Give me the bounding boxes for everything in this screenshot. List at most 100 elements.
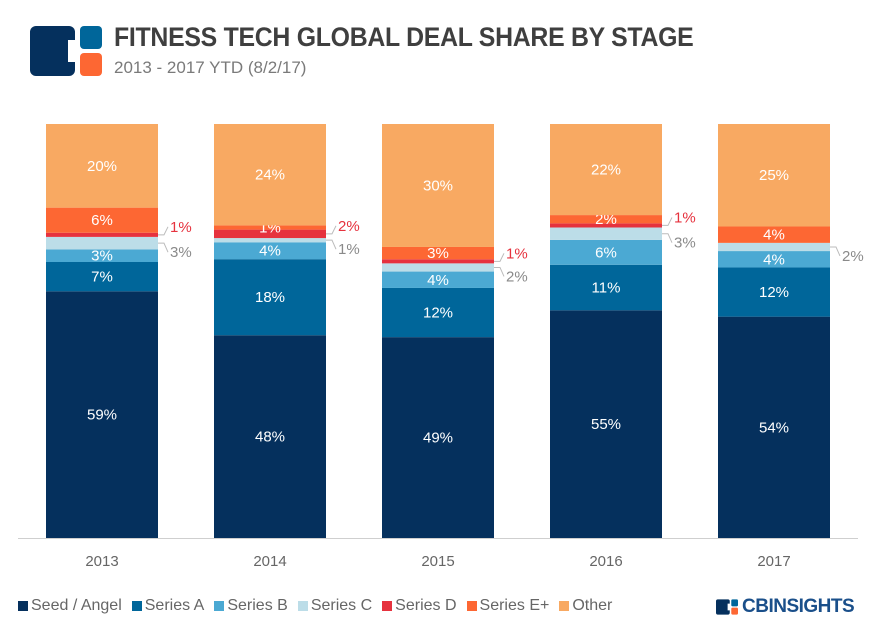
brand-logo-icon bbox=[716, 599, 738, 615]
data-label: 59% bbox=[87, 407, 117, 424]
data-label: 24% bbox=[255, 167, 285, 184]
data-label: 3% bbox=[674, 235, 696, 252]
data-label: 12% bbox=[759, 284, 789, 301]
leader-line bbox=[494, 266, 505, 277]
data-label: 30% bbox=[423, 177, 453, 194]
cb-insights-logo bbox=[30, 26, 102, 76]
data-label: 4% bbox=[763, 227, 785, 244]
data-label: 4% bbox=[259, 243, 281, 260]
legend-swatch bbox=[297, 601, 308, 611]
bar-segment-2015-other bbox=[382, 124, 494, 247]
data-label: 1% bbox=[674, 209, 696, 226]
legend-item: Seed / Angel bbox=[18, 597, 122, 615]
x-tick-label: 2016 bbox=[589, 553, 622, 570]
leader-line bbox=[662, 217, 673, 226]
legend-swatch bbox=[466, 601, 477, 611]
bar-segment-2014-series-c bbox=[214, 238, 326, 243]
bar-segment-2016-seed-angel bbox=[550, 310, 662, 538]
chart-title: FITNESS TECH GLOBAL DEAL SHARE BY STAGE bbox=[114, 22, 694, 52]
legend-item: Series C bbox=[297, 597, 373, 615]
data-label: 6% bbox=[595, 244, 617, 261]
bar-segment-2017-series-c bbox=[718, 242, 830, 252]
legend-swatch bbox=[382, 601, 393, 611]
data-label: 3% bbox=[170, 244, 192, 261]
leader-line bbox=[326, 225, 337, 235]
bar-segment-2016-series-c bbox=[550, 227, 662, 240]
legend-item: Series A bbox=[131, 597, 205, 615]
legend-item: Series D bbox=[382, 597, 457, 615]
bar-segment-2014-series-b bbox=[214, 242, 326, 260]
leader-line bbox=[662, 233, 673, 243]
bar-segment-2017-series-a bbox=[718, 267, 830, 317]
leader-line bbox=[326, 239, 337, 250]
bar-segment-2013-series-e- bbox=[46, 207, 158, 233]
data-label: 25% bbox=[759, 167, 789, 184]
legend-swatch bbox=[559, 601, 570, 611]
data-label: 11% bbox=[592, 280, 621, 297]
legend-label: Other bbox=[572, 597, 613, 614]
legend-swatch bbox=[214, 601, 225, 611]
bar-segment-2015-series-a bbox=[382, 287, 494, 338]
data-label: 22% bbox=[591, 162, 621, 179]
data-label: 48% bbox=[255, 429, 285, 446]
bar-segment-2016-series-a bbox=[550, 264, 662, 311]
data-label: 1% bbox=[338, 241, 360, 258]
legend-label: Series D bbox=[395, 597, 457, 614]
leader-line bbox=[494, 253, 505, 262]
data-label: 1% bbox=[506, 245, 528, 262]
legend-item: Series B bbox=[214, 597, 288, 615]
legend: Seed / Angel Series A Series B Series C Seri… bbox=[18, 597, 612, 615]
bar-segment-2014-series-e- bbox=[214, 225, 326, 230]
data-label: 2% bbox=[595, 211, 617, 228]
bar-segment-2016-series-e- bbox=[550, 215, 662, 224]
data-label: 2% bbox=[506, 268, 528, 285]
legend-swatch bbox=[18, 601, 28, 611]
bar-segment-2013-seed-angel bbox=[46, 291, 158, 538]
bar-segment-2017-other bbox=[718, 124, 830, 227]
bar-segment-2017-series-e- bbox=[718, 226, 830, 243]
data-label: 55% bbox=[591, 416, 621, 433]
legend-item: Other bbox=[559, 597, 612, 615]
bar-segment-2015-seed-angel bbox=[382, 337, 494, 538]
brand-text: CBINSIGHTS bbox=[742, 596, 855, 617]
data-label: 49% bbox=[423, 430, 453, 447]
x-tick-label: 2017 bbox=[757, 553, 790, 570]
x-tick-label: 2013 bbox=[85, 553, 118, 570]
data-label: 3% bbox=[427, 245, 449, 262]
bar-segment-2013-series-d bbox=[46, 232, 158, 237]
bar-segment-2014-seed-angel bbox=[214, 335, 326, 538]
leader-line bbox=[158, 226, 169, 236]
chart-subtitle: 2013 - 2017 YTD (8/2/17) bbox=[114, 58, 307, 77]
bar-segment-2013-series-a bbox=[46, 262, 158, 292]
data-label: 1% bbox=[170, 219, 192, 236]
legend-label: Series E+ bbox=[479, 597, 550, 614]
data-label: 4% bbox=[763, 251, 785, 268]
bar-segment-2015-series-d bbox=[382, 259, 494, 264]
data-label: 2% bbox=[338, 218, 360, 235]
bar-segment-2013-series-b bbox=[46, 249, 158, 262]
bar-segment-2014-series-a bbox=[214, 259, 326, 336]
leader-line bbox=[830, 246, 841, 257]
data-label: 20% bbox=[87, 158, 117, 175]
legend-swatch bbox=[131, 601, 142, 611]
bar-segment-2013-series-c bbox=[46, 236, 158, 250]
legend-label: Seed / Angel bbox=[31, 597, 122, 614]
legend-label: Series C bbox=[310, 597, 373, 614]
bar-segment-2016-series-d bbox=[550, 223, 662, 228]
data-label: 18% bbox=[255, 289, 285, 306]
brand-logo: CBINSIGHTS bbox=[716, 596, 855, 618]
x-tick-label: 2014 bbox=[253, 553, 286, 570]
bar-segment-2017-seed-angel bbox=[718, 316, 830, 538]
legend-label: Series B bbox=[227, 597, 288, 614]
bar-segment-2015-series-e- bbox=[382, 246, 494, 260]
data-label: 6% bbox=[91, 212, 113, 229]
bar-segment-2016-other bbox=[550, 124, 662, 216]
legend-item: Series E+ bbox=[466, 597, 550, 615]
legend-label: Series A bbox=[144, 597, 205, 614]
bar-segment-2016-series-b bbox=[550, 239, 662, 265]
data-label: 2% bbox=[842, 248, 864, 265]
bar-segment-2014-other bbox=[214, 124, 326, 226]
leader-line bbox=[158, 242, 169, 253]
data-label: 54% bbox=[759, 419, 789, 436]
bar-segment-2013-other bbox=[46, 124, 158, 208]
